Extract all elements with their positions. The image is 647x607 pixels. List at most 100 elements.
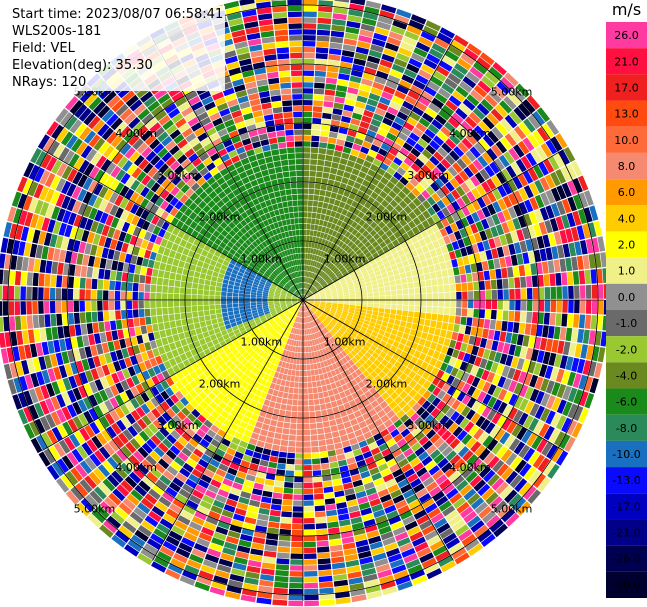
velocity-gate [306,290,310,296]
velocity-gate [390,345,398,353]
velocity-gate [174,307,180,314]
velocity-gate [547,463,560,479]
velocity-gate [287,452,295,459]
velocity-gate [303,429,311,436]
velocity-gate [376,21,391,31]
velocity-gate [239,290,245,294]
velocity-gate [392,405,402,414]
velocity-gate [450,67,465,80]
velocity-gate [332,301,338,304]
velocity-gate [390,285,397,291]
velocity-gate [316,165,324,172]
velocity-gate [453,230,462,241]
velocity-gate [312,470,322,477]
velocity-gate [432,166,443,177]
velocity-gate [494,351,502,363]
velocity-gate [482,393,492,406]
velocity-gate [424,319,431,327]
velocity-gate [562,286,568,299]
velocity-gate [320,296,326,299]
velocity-gate [534,209,544,223]
velocity-gate [534,376,544,390]
velocity-gate [304,277,307,283]
velocity-gate [495,122,509,136]
velocity-gate [458,170,470,182]
velocity-gate [464,325,472,335]
velocity-gate [335,448,345,456]
velocity-gate [408,379,418,389]
velocity-gate [334,333,341,339]
velocity-gate [496,171,507,185]
velocity-gate [333,316,340,321]
velocity-gate [436,130,448,142]
velocity-gate [314,183,321,190]
velocity-gate [436,32,453,44]
velocity-gate [446,347,454,357]
velocity-gate [463,488,477,501]
velocity-gate [585,238,594,254]
velocity-gate [441,404,451,415]
velocity-gate [312,464,321,471]
velocity-gate [334,252,340,259]
velocity-gate [205,274,212,281]
velocity-gate [291,541,303,548]
velocity-gate [532,164,544,179]
velocity-gate [320,303,326,306]
velocity-gate [326,301,332,303]
velocity-gate [424,340,432,348]
velocity-gate [382,336,389,343]
velocity-gate [420,306,427,313]
velocity-gate [312,206,318,213]
velocity-gate [464,225,473,236]
velocity-gate [543,425,555,441]
velocity-gate [146,324,153,333]
velocity-gate [290,417,297,424]
velocity-gate [39,259,47,273]
velocity-gate [307,293,313,297]
velocity-gate [479,448,491,461]
velocity-gate [292,512,303,518]
velocity-gate [325,402,332,409]
velocity-gate [309,286,314,291]
velocity-gate [198,283,204,290]
velocity-gate [509,129,522,143]
velocity-gate [176,326,184,334]
velocity-gate [325,304,332,308]
velocity-gate [443,284,450,292]
velocity-gate [323,166,331,173]
velocity-gate [289,381,295,388]
velocity-gate [434,114,447,126]
velocity-gate [396,84,409,95]
velocity-gate [263,399,271,407]
velocity-gate [333,579,349,587]
velocity-gate [188,270,195,277]
velocity-gate [496,246,505,258]
velocity-gate [316,41,329,48]
velocity-gate [325,0,334,1]
velocity-gate [469,129,482,142]
velocity-gate [427,393,437,404]
velocity-gate [433,453,445,464]
velocity-gate [348,250,355,257]
velocity-gate [508,310,515,322]
velocity-gate [317,262,322,269]
velocity-gate [323,101,334,108]
velocity-gate [343,203,351,211]
velocity-gate [391,142,402,152]
velocity-gate [428,265,435,273]
velocity-gate [227,307,234,312]
velocity-gate [381,225,390,233]
velocity-gate [343,306,349,310]
velocity-gate [316,243,321,250]
velocity-gate [289,582,303,589]
velocity-gate [535,146,548,161]
velocity-gate [405,271,412,278]
velocity-gate [314,224,319,231]
velocity-gate [308,188,315,195]
velocity-gate [32,315,39,329]
velocity-gate [303,277,306,283]
velocity-gate [306,304,311,309]
velocity-gate [138,300,144,309]
velocity-gate [280,517,292,524]
velocity-gate [343,216,350,224]
